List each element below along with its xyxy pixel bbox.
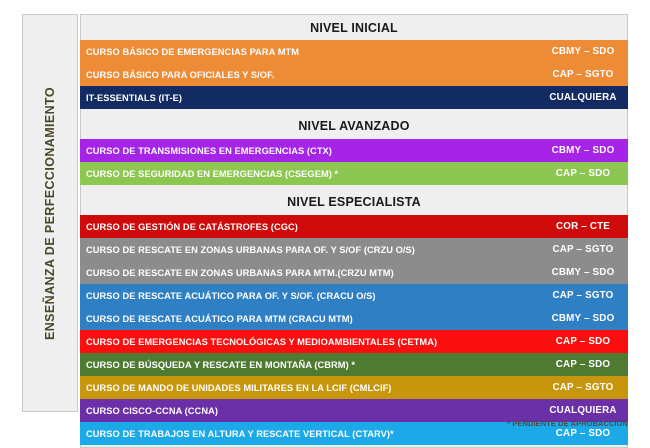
course-name-cell: CURSO DE RESCATE ACUÁTICO PARA MTM (CRAC…: [80, 307, 538, 330]
course-name-cell: CURSO DE RESCATE EN ZONAS URBANAS PARA O…: [80, 238, 538, 261]
table-row[interactable]: CURSO DE BÚSQUEDA Y RESCATE EN MONTAÑA (…: [80, 353, 628, 376]
course-name-cell: CURSO DE TRANSMISIONES EN EMERGENCIAS (C…: [80, 139, 538, 162]
course-name-cell: CURSO BÁSICO PARA OFICIALES Y S/OF.: [80, 63, 538, 86]
table-row[interactable]: CURSO CISCO-CCNA (CCNA) CUALQUIERA: [80, 399, 628, 422]
rank-code-cell: CAP – SGTO: [538, 376, 628, 399]
rank-code-cell: COR – CTE: [538, 215, 628, 238]
course-name-cell: CURSO DE RESCATE ACUÁTICO PARA OF. Y S/O…: [80, 284, 538, 307]
table-row[interactable]: IT-ESSENTIALS (IT-E) CUALQUIERA: [80, 86, 628, 109]
table-row[interactable]: CURSO DE MANDO DE UNIDADES MILITARES EN …: [80, 376, 628, 399]
rank-code-cell: CAP – SDO: [538, 330, 628, 353]
table-row[interactable]: CURSO DE EMERGENCIAS TECNOLÓGICAS Y MEDI…: [80, 330, 628, 353]
rank-code-cell: CAP – SGTO: [538, 238, 628, 261]
rank-code-cell: CAP – SGTO: [538, 63, 628, 86]
course-name-cell: CURSO DE SEGURIDAD EN EMERGENCIAS (CSEGE…: [80, 162, 538, 185]
rank-code-cell: CAP – SGTO: [538, 284, 628, 307]
course-name-cell: CURSO DE RESCATE EN ZONAS URBANAS PARA M…: [80, 261, 538, 284]
course-name-cell: CURSO DE MANDO DE UNIDADES MILITARES EN …: [80, 376, 538, 399]
perfeccionamiento-courses-table: ENSEÑANZA DE PERFECCIONAMIENTO NIVEL INI…: [22, 14, 628, 448]
section-band: NIVEL INICIAL: [80, 14, 628, 40]
rank-code-cell: CBMY – SDO: [538, 40, 628, 63]
table-row[interactable]: CURSO DE RESCATE ACUÁTICO PARA OF. Y S/O…: [80, 284, 628, 307]
course-name-cell: CURSO DE GESTIÓN DE CATÁSTROFES (CGC): [80, 215, 538, 238]
courses-table: NIVEL INICIAL CURSO BÁSICO DE EMERGENCIAS…: [80, 14, 628, 448]
course-name-cell: IT-ESSENTIALS (IT-E): [80, 86, 538, 109]
rank-code-cell: CBMY – SDO: [538, 261, 628, 284]
section-spacer: [80, 185, 628, 189]
rank-code-cell: CUALQUIERA: [538, 399, 628, 422]
section-spacer: [80, 109, 628, 113]
section-band: NIVEL ESPECIALISTA: [80, 189, 628, 215]
table-row[interactable]: CURSO BÁSICO DE EMERGENCIAS PARA MTM CBMY…: [80, 40, 628, 63]
course-name-cell: CURSO DE EMERGENCIAS TECNOLÓGICAS Y MEDI…: [80, 330, 538, 353]
table-row[interactable]: CURSO DE RESCATE ACUÁTICO PARA MTM (CRAC…: [80, 307, 628, 330]
rank-code-cell: CAP – SDO: [538, 162, 628, 185]
course-name-cell: CURSO BÁSICO DE EMERGENCIAS PARA MTM: [80, 40, 538, 63]
rank-code-cell: CUALQUIERA: [538, 86, 628, 109]
course-name-cell: CURSO CISCO-CCNA (CCNA): [80, 399, 538, 422]
vertical-banner: ENSEÑANZA DE PERFECCIONAMIENTO: [22, 14, 78, 412]
section-band: NIVEL AVANZADO: [80, 113, 628, 139]
table-row[interactable]: CURSO DE GESTIÓN DE CATÁSTROFES (CGC) COR…: [80, 215, 628, 238]
rank-code-cell: CBMY – SDO: [538, 139, 628, 162]
table-row[interactable]: CURSO DE RESCATE EN ZONAS URBANAS PARA M…: [80, 261, 628, 284]
rank-code-cell: CAP – SDO: [538, 353, 628, 376]
table-row[interactable]: CURSO DE TRANSMISIONES EN EMERGENCIAS (C…: [80, 139, 628, 162]
vertical-banner-label: ENSEÑANZA DE PERFECCIONAMIENTO: [43, 86, 57, 340]
table-row[interactable]: CURSO BÁSICO PARA OFICIALES Y S/OF. CAP –…: [80, 63, 628, 86]
course-name-cell: CURSO DE TRABAJOS EN ALTURA Y RESCATE VE…: [80, 422, 538, 445]
rank-code-cell: CBMY – SDO: [538, 307, 628, 330]
footnote: * PENDIENTE DE APROBACCIÓN: [507, 419, 628, 428]
table-row[interactable]: CURSO DE RESCATE EN ZONAS URBANAS PARA O…: [80, 238, 628, 261]
course-name-cell: CURSO DE BÚSQUEDA Y RESCATE EN MONTAÑA (…: [80, 353, 538, 376]
table-row[interactable]: CURSO DE SEGURIDAD EN EMERGENCIAS (CSEGE…: [80, 162, 628, 185]
